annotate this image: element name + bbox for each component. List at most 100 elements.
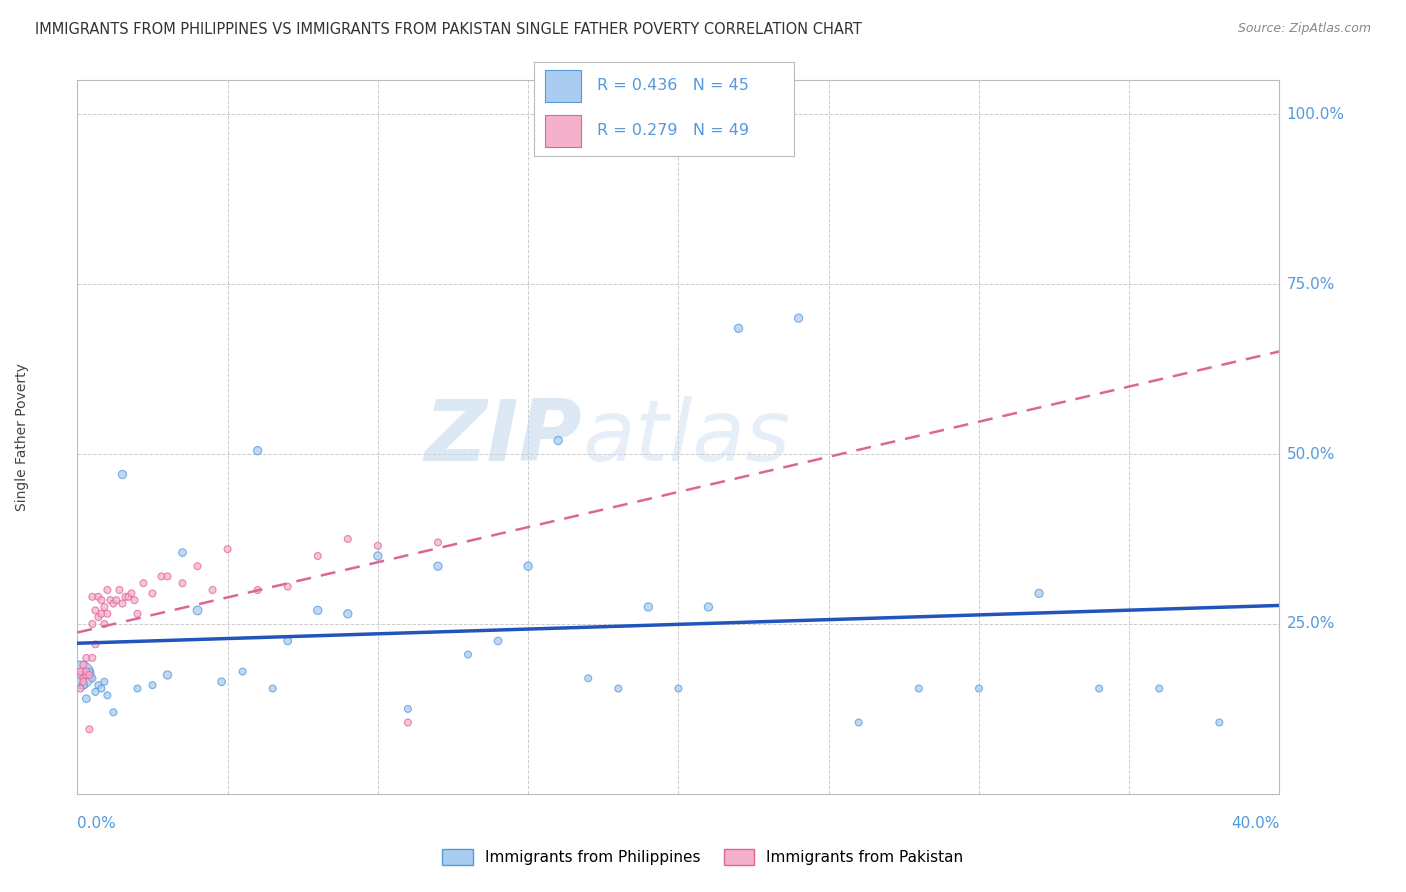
Text: 40.0%: 40.0%: [1232, 816, 1279, 831]
Point: [87, 590, 110, 604]
Point: [367, 549, 389, 563]
Point: [72, 678, 94, 692]
Point: [93, 617, 115, 632]
Point: [186, 603, 209, 617]
Text: atlas: atlas: [582, 395, 790, 479]
Point: [75, 651, 97, 665]
Point: [111, 467, 134, 482]
Point: [211, 674, 233, 689]
Point: [1028, 586, 1050, 600]
Point: [75, 665, 97, 679]
Point: [427, 559, 450, 574]
Point: [108, 582, 131, 597]
Point: [82, 617, 104, 632]
Point: [75, 691, 97, 706]
Text: R = 0.279   N = 49: R = 0.279 N = 49: [596, 123, 749, 138]
Point: [100, 593, 122, 607]
Point: [84, 603, 107, 617]
Point: [336, 607, 359, 621]
Point: [141, 678, 163, 692]
Point: [246, 582, 269, 597]
Text: ZIP: ZIP: [425, 395, 582, 479]
Point: [93, 599, 115, 614]
Point: [787, 311, 810, 326]
Point: [103, 706, 125, 720]
Point: [576, 671, 599, 685]
Point: [124, 593, 146, 607]
Point: [90, 607, 112, 621]
Point: [82, 671, 104, 685]
Point: [90, 681, 112, 696]
Point: [75, 668, 97, 682]
Point: [232, 665, 254, 679]
Point: [186, 559, 209, 574]
Point: [132, 576, 155, 591]
Point: [336, 532, 359, 546]
Point: [120, 586, 142, 600]
Bar: [544, 115, 581, 147]
Point: [848, 715, 870, 730]
Text: R = 0.436   N = 45: R = 0.436 N = 45: [596, 78, 748, 94]
Point: [277, 634, 299, 648]
Text: Source: ZipAtlas.com: Source: ZipAtlas.com: [1237, 22, 1371, 36]
Point: [127, 681, 149, 696]
Point: [150, 569, 173, 583]
Text: 25.0%: 25.0%: [1286, 616, 1334, 632]
Point: [69, 665, 91, 679]
Point: [72, 671, 94, 685]
Point: [103, 597, 125, 611]
Point: [96, 582, 118, 597]
Point: [727, 321, 749, 335]
Point: [79, 665, 101, 679]
Point: [457, 648, 479, 662]
Point: [84, 637, 107, 651]
Point: [93, 674, 115, 689]
Text: 100.0%: 100.0%: [1286, 107, 1344, 122]
Point: [967, 681, 990, 696]
Point: [141, 586, 163, 600]
Text: 75.0%: 75.0%: [1286, 277, 1334, 292]
Point: [82, 651, 104, 665]
Text: 0.0%: 0.0%: [77, 816, 117, 831]
Bar: [544, 70, 581, 102]
Point: [396, 715, 419, 730]
Point: [96, 689, 118, 703]
Point: [96, 607, 118, 621]
Point: [427, 535, 450, 549]
Point: [201, 582, 224, 597]
Text: Single Father Poverty: Single Father Poverty: [15, 363, 30, 511]
Text: IMMIGRANTS FROM PHILIPPINES VS IMMIGRANTS FROM PAKISTAN SINGLE FATHER POVERTY CO: IMMIGRANTS FROM PHILIPPINES VS IMMIGRANT…: [35, 22, 862, 37]
Point: [262, 681, 284, 696]
Point: [114, 590, 136, 604]
Text: 50.0%: 50.0%: [1286, 447, 1334, 461]
Point: [72, 657, 94, 672]
Point: [156, 668, 179, 682]
Point: [117, 590, 139, 604]
Point: [517, 559, 540, 574]
Point: [637, 599, 659, 614]
Point: [69, 668, 91, 682]
Point: [84, 685, 107, 699]
Point: [105, 593, 128, 607]
Point: [697, 599, 720, 614]
Point: [668, 681, 690, 696]
Point: [1208, 715, 1230, 730]
Point: [72, 674, 94, 689]
Point: [172, 576, 194, 591]
Point: [908, 681, 931, 696]
Point: [156, 569, 179, 583]
Point: [79, 668, 101, 682]
Point: [87, 610, 110, 624]
Point: [607, 681, 630, 696]
Point: [90, 593, 112, 607]
Point: [82, 590, 104, 604]
Point: [367, 539, 389, 553]
Point: [69, 681, 91, 696]
Point: [547, 434, 569, 448]
Point: [69, 668, 91, 682]
Point: [111, 597, 134, 611]
Point: [1149, 681, 1171, 696]
Point: [79, 723, 101, 737]
Point: [217, 542, 239, 557]
Point: [172, 546, 194, 560]
